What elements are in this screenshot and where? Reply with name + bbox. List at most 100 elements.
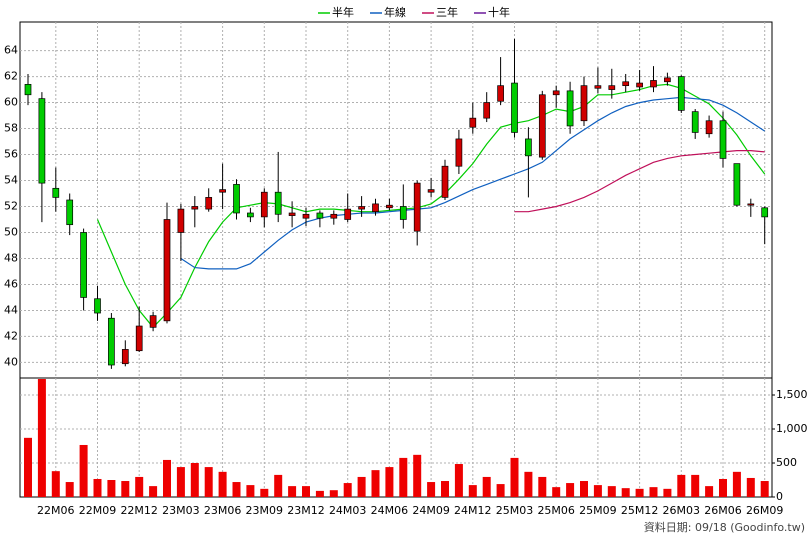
- volume-bar: [510, 457, 519, 497]
- candle-body: [163, 219, 171, 322]
- candle-body: [650, 80, 657, 88]
- volume-bar: [580, 481, 588, 497]
- candle-body: [399, 206, 407, 220]
- candle-body: [691, 111, 699, 133]
- candle-body: [108, 317, 115, 366]
- y-tick-label: 62: [4, 70, 18, 83]
- volume-bar: [357, 476, 366, 497]
- volume-bar: [65, 482, 74, 497]
- candle-body: [441, 165, 449, 198]
- candle-body: [274, 191, 282, 215]
- legend-label: 三年: [436, 5, 458, 19]
- ma-line: [180, 96, 766, 270]
- y2-tick-label: 1,500: [776, 388, 808, 401]
- volume-bar: [24, 437, 32, 497]
- volume-bar: [746, 477, 755, 497]
- candle-body: [386, 204, 393, 209]
- x-tick-label: 23M09: [246, 504, 284, 517]
- volume-bar: [163, 459, 171, 497]
- y-tick-label: 58: [4, 122, 18, 135]
- volume-bar: [315, 490, 324, 497]
- volume-bar: [705, 486, 714, 497]
- candle-body: [497, 85, 504, 102]
- volume-bar: [719, 478, 727, 497]
- x-tick-label: 24M09: [412, 504, 450, 517]
- volume-bar: [204, 467, 213, 497]
- volume-bar: [677, 474, 686, 497]
- y-tick-label: 50: [4, 225, 18, 238]
- volume-bar: [593, 485, 602, 497]
- volume-bar: [260, 488, 269, 497]
- y-tick-label: 42: [4, 329, 18, 342]
- x-tick-label: 25M06: [537, 504, 575, 517]
- candle-body: [38, 98, 46, 184]
- y-tick-label: 60: [4, 96, 18, 109]
- candle-body: [538, 94, 546, 158]
- y-tick-label: 44: [4, 303, 18, 316]
- candle-body: [52, 187, 60, 198]
- volume-bar: [135, 476, 144, 497]
- volume-bar: [288, 486, 297, 497]
- volume-bar: [732, 471, 741, 497]
- candle-body: [358, 206, 365, 210]
- candle-body: [372, 203, 379, 213]
- x-tick-label: 26M03: [663, 504, 701, 517]
- y-tick-label: 54: [4, 174, 18, 187]
- candle-body: [288, 212, 296, 216]
- candle-body: [427, 189, 435, 193]
- volume-bar: [649, 487, 658, 497]
- candle-body: [135, 325, 143, 352]
- x-tick-label: 23M03: [162, 504, 200, 517]
- candle-body: [344, 208, 352, 220]
- volume-bar: [427, 482, 436, 497]
- x-tick-label: 25M09: [579, 504, 617, 517]
- x-tick-label: 25M03: [496, 504, 534, 517]
- y2-tick-label: 0: [776, 490, 783, 503]
- volume-bar: [190, 463, 199, 497]
- x-tick-label: 22M09: [79, 504, 117, 517]
- candle-body: [733, 163, 741, 206]
- candle-body: [761, 207, 769, 218]
- y-tick-label: 56: [4, 148, 18, 161]
- legend-label: 半年: [332, 5, 354, 19]
- candle-body: [330, 213, 338, 219]
- volume-bar: [621, 488, 630, 497]
- volume-bar: [538, 476, 547, 497]
- x-tick-label: 24M06: [371, 504, 409, 517]
- candle-body: [483, 102, 491, 119]
- candle-body: [622, 81, 630, 87]
- x-tick-label: 26M06: [704, 504, 742, 517]
- volume-bar: [441, 481, 449, 497]
- legend-label: 十年: [488, 5, 510, 19]
- volume-bar: [691, 474, 700, 497]
- candle-body: [66, 199, 74, 226]
- candle-body: [149, 315, 157, 328]
- y-tick-label: 46: [4, 277, 18, 290]
- candle-body: [719, 120, 727, 159]
- candle-body: [677, 76, 685, 111]
- candle-body: [219, 189, 226, 193]
- candle-body: [233, 184, 240, 214]
- candle-body: [205, 197, 213, 210]
- volume-bar: [663, 488, 672, 497]
- volume-bar: [121, 481, 130, 497]
- candle-body: [413, 182, 421, 232]
- candle-body: [705, 120, 713, 135]
- candle-body: [566, 90, 574, 127]
- candle-body: [302, 213, 310, 219]
- volume-bar: [246, 485, 255, 497]
- volume-bar: [329, 490, 338, 497]
- volume-bar: [399, 457, 408, 497]
- volume-bar: [93, 478, 102, 497]
- volume-bar: [149, 486, 158, 497]
- x-tick-label: 25M12: [621, 504, 659, 517]
- candle-body: [469, 117, 477, 128]
- volume-bar: [468, 485, 477, 497]
- candle-body: [191, 206, 199, 210]
- volume-bar: [274, 474, 283, 497]
- volume-bar: [371, 470, 380, 497]
- volume-bar: [79, 444, 88, 497]
- y-tick-label: 48: [4, 251, 18, 264]
- candle-body: [455, 138, 463, 167]
